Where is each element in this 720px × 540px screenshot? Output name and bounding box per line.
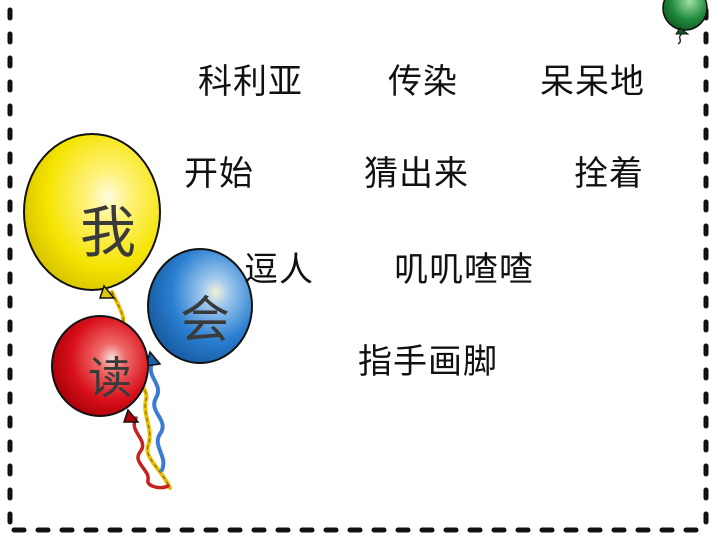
word-daidaide: 呆呆地 [540, 62, 645, 102]
yellow-balloon [23, 133, 161, 299]
balloon-char-wo: 我 [80, 201, 136, 266]
word-zhishouhuajiao: 指手画脚 [358, 342, 498, 382]
blue-balloon [144, 248, 253, 367]
word-jijizhazha: 叽叽喳喳 [394, 250, 534, 290]
red-balloon [51, 315, 149, 423]
balloon-char-du: 读 [88, 353, 132, 404]
word-kaishi: 开始 [184, 154, 254, 194]
word-keliya: 科利亚 [198, 62, 303, 102]
word-caichulai: 猜出来 [364, 154, 469, 194]
balloon-char-hui: 会 [180, 291, 230, 349]
green-balloon [662, 0, 708, 45]
word-shuanzhe: 拴着 [574, 154, 644, 194]
word-chuanran: 传染 [388, 62, 458, 102]
word-douren: 逗人 [244, 250, 314, 290]
